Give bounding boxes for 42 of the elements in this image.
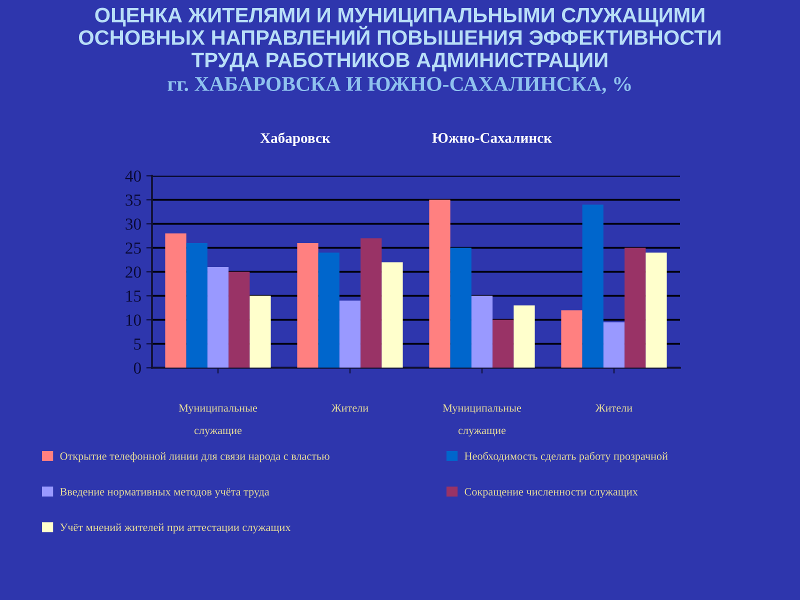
bar — [207, 267, 229, 368]
bar — [429, 200, 450, 368]
legend-label: Открытие телефонной линии для связи народа с властью — [60, 452, 330, 462]
legend-label: Сокращение численности служащих — [464, 488, 638, 498]
bar — [492, 320, 514, 368]
y-tick-label: 35 — [126, 194, 141, 206]
chart-title: ОЦЕНКА ЖИТЕЛЯМИ И МУНИЦИПАЛЬНЫМИ СЛУЖАЩИМИ ОСНОВНЫХ НАПРАВЛЕНИЙ ПОВЫШЕНИЯ ЭФФЕКТИВНОСТИ ТРУДА РАБОТНИКОВ АДМИНИСТРАЦИИ — [78, 8, 720, 72]
x-tick-label: Жители — [595, 404, 632, 412]
legend-label: Учёт мнений жителей при аттестации служащих — [60, 523, 291, 534]
y-tick-label: 10 — [126, 314, 141, 326]
bar — [228, 272, 250, 368]
category-label: Муниципальные служащие — [178, 404, 258, 436]
bar — [471, 296, 493, 368]
bar — [561, 310, 582, 368]
chart-subtitle: гг. ХАБАРОВСКА И ЮЖНО-САХАЛИНСКА, % — [168, 76, 631, 94]
bar — [360, 238, 382, 368]
bar — [450, 248, 472, 368]
text: Хабаровск — [260, 132, 330, 146]
bar — [297, 243, 318, 368]
bar — [646, 252, 667, 368]
y-tick-label: 40 — [125, 170, 141, 182]
bar — [165, 233, 186, 368]
bar — [382, 262, 403, 368]
legend-label: Введение нормативных методов учёта труда — [60, 488, 270, 498]
bar — [339, 300, 361, 368]
bar — [318, 252, 340, 368]
text: Южно-Сахалинск — [432, 133, 552, 143]
category-label: Муниципальные служащие — [442, 404, 522, 436]
y-tick-label: 25 — [126, 242, 141, 254]
x-tick-label: Жители — [331, 404, 368, 412]
y-tick-label: 5 — [134, 338, 141, 350]
bar — [603, 322, 625, 368]
legend-label: Необходимость сделать работу прозрачной — [464, 452, 668, 462]
bar — [514, 305, 535, 368]
bar — [624, 248, 646, 368]
bar — [186, 243, 208, 368]
y-tick-label: 20 — [126, 266, 141, 278]
bar — [582, 204, 604, 368]
y-tick-label: 0 — [134, 362, 141, 374]
y-tick-label: 15 — [126, 290, 141, 302]
y-tick-label: 30 — [126, 218, 141, 230]
bar — [250, 296, 271, 368]
